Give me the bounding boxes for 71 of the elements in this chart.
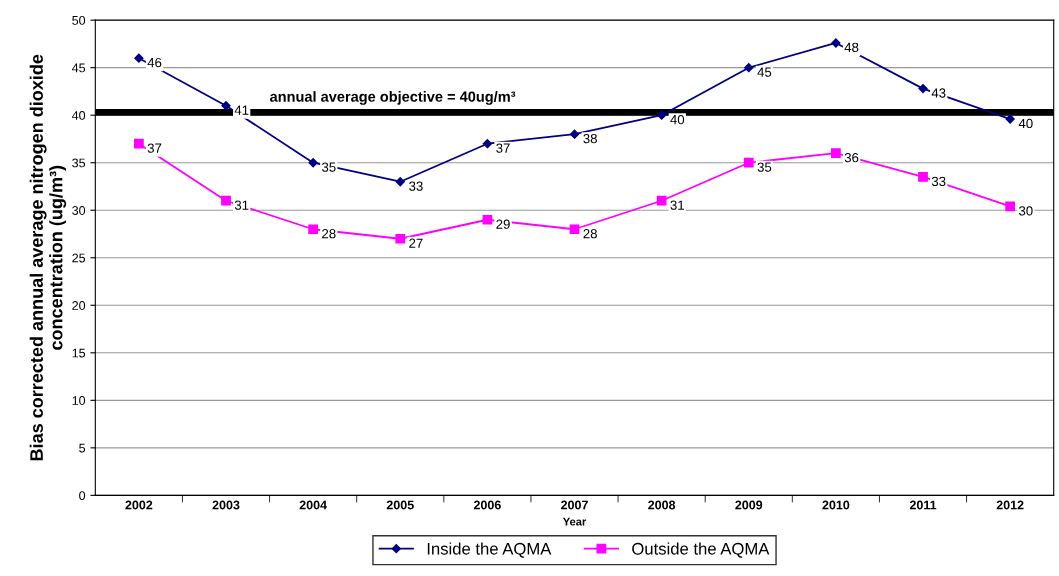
data-label: 28	[322, 229, 336, 239]
y-axis-title: Bias corrected annual average nitrogen dioxide concentration (ug/m³)	[29, 54, 67, 461]
point	[395, 233, 406, 244]
point	[482, 139, 493, 149]
x-tick-label: 2012	[996, 500, 1024, 510]
y-tick-label: 40	[71, 111, 86, 120]
point	[918, 83, 928, 94]
data-label: 33	[931, 176, 946, 187]
point	[134, 138, 144, 149]
point	[569, 129, 580, 139]
data-label: 43	[931, 88, 946, 98]
x-tick-label: 2008	[648, 500, 676, 510]
x-tick-label: 2003	[212, 500, 240, 510]
x-tick-label: 2002	[125, 500, 153, 510]
x-tick-label: 2011	[909, 500, 937, 510]
x-axis-title: Year	[562, 517, 587, 526]
y-tick-label: 15	[72, 348, 86, 358]
point	[656, 195, 667, 206]
y-tick-label: 35	[72, 158, 86, 168]
y-tick-label: 10	[72, 396, 86, 405]
y-tick-label: 0	[79, 491, 86, 501]
point	[831, 38, 841, 48]
x-tick-label: 2006	[473, 500, 501, 510]
x-tick-label: 2005	[386, 500, 414, 510]
data-label: 48	[844, 42, 859, 53]
data-label: 38	[583, 133, 597, 144]
point	[395, 177, 405, 187]
point	[743, 157, 754, 168]
data-label: 35	[757, 162, 772, 172]
data-label: 31	[670, 200, 684, 210]
data-label: 40	[670, 114, 685, 125]
data-label: 45	[757, 67, 772, 77]
point	[1005, 114, 1015, 124]
point	[1005, 201, 1016, 212]
x-tick-label: 2007	[561, 500, 588, 510]
data-label: 36	[844, 152, 859, 163]
point	[744, 63, 754, 73]
point	[657, 110, 667, 120]
data-label: 30	[1018, 206, 1033, 216]
y-tick-label: 45	[71, 63, 86, 73]
data-label: 40	[1018, 118, 1033, 129]
point	[308, 224, 318, 235]
data-label: 46	[147, 57, 162, 68]
y-tick-label: 50	[72, 15, 86, 25]
x-tick-label: 2009	[735, 500, 763, 510]
data-label: 31	[234, 200, 249, 210]
point	[918, 172, 928, 182]
y-tick-label: 30	[72, 206, 86, 215]
x-tick-label: 2010	[822, 500, 850, 510]
point	[308, 158, 318, 168]
data-label: 37	[147, 143, 162, 153]
point	[831, 148, 841, 159]
data-label: 35	[321, 162, 336, 172]
legend-label: Inside the AQMA	[427, 542, 552, 558]
point	[569, 224, 580, 235]
data-label: 37	[496, 143, 510, 153]
data-label: 29	[496, 219, 510, 229]
data-label: 33	[409, 181, 423, 191]
legend-label: Outside the AQMA	[632, 542, 770, 558]
y-tick-label: 5	[79, 443, 86, 453]
data-label: 41	[234, 105, 249, 115]
point	[221, 195, 231, 206]
point	[134, 53, 144, 63]
data-label: 28	[583, 229, 597, 239]
point	[221, 101, 231, 111]
x-tick-label: 2004	[299, 500, 327, 510]
ref-line-label: annual average objective = 40ug/m³	[269, 91, 516, 105]
y-tick-label: 20	[72, 301, 86, 310]
data-label: 27	[409, 238, 423, 248]
y-tick-label: 25	[72, 253, 86, 263]
point	[482, 214, 493, 225]
